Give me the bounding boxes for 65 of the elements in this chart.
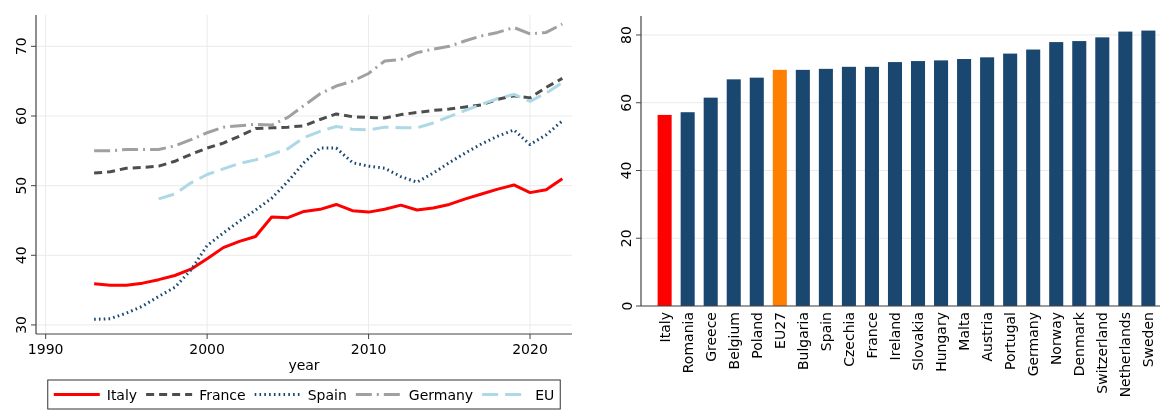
bar [841,66,856,306]
x-tick-label: Bulgaria [794,312,811,371]
bar [957,59,972,306]
y-tick-label: 0 [618,301,635,311]
bar [910,61,926,306]
line-series [92,177,564,287]
x-tick-label: Denmark [1071,311,1088,377]
y-tick-label: 70 [13,37,30,56]
bar [980,57,995,306]
bar [726,79,741,306]
bar [1003,53,1018,306]
line-series [92,76,564,175]
x-tick-label: 2000 [189,341,225,357]
bar [680,112,695,306]
x-tick-label: Romania [679,312,696,374]
x-tick-label: Austria [979,312,996,362]
bar [749,77,764,306]
x-tick-label: Poland [748,312,765,359]
x-tick-label: Slovakia [910,312,927,371]
bar [818,68,833,306]
y-tick-label: 50 [13,176,30,195]
bar [1141,30,1156,306]
bar [1049,42,1064,306]
x-tick-label: 2020 [512,341,548,357]
x-tick-label: Spain [817,312,834,352]
x-tick-label: Germany [1025,312,1042,377]
x-tick-label: Hungary [933,312,950,372]
x-tick-label: Ireland [886,312,903,361]
y-tick-label: 40 [618,161,635,180]
line-series [92,119,564,321]
x-tick-label: France [863,312,880,359]
bar [772,69,787,306]
x-tick-label: Norway [1048,312,1065,366]
bar [1095,37,1110,306]
line-series [157,81,564,201]
x-tick-label: Greece [702,312,719,362]
bar [657,114,672,306]
legend-label: EU [535,386,555,403]
bar [934,60,949,306]
y-tick-label: 80 [618,26,635,44]
y-tick-label: 60 [618,93,635,112]
y-tick-label: 30 [13,316,30,334]
x-tick-label: Netherlands [1117,312,1134,398]
x-tick-label: Czechia [840,312,857,367]
x-tick-label: Sweden [1140,312,1157,368]
y-tick-label: 20 [618,229,635,248]
bar [1072,41,1087,306]
x-tick-label: Belgium [725,312,742,370]
x-axis-title: year [288,357,320,373]
bar [703,97,718,306]
x-tick-label: Malta [956,312,973,351]
x-tick-label: EU27 [771,312,788,349]
x-tick-label: Portugal [1002,312,1019,370]
x-tick-label: 1990 [27,341,64,357]
line-series [92,22,564,153]
bar [887,62,903,306]
x-tick-label: 2010 [350,341,387,357]
bar [1026,49,1041,306]
bar [795,69,810,306]
bar [1118,31,1133,306]
y-tick-label: 40 [13,246,30,265]
y-tick-label: 60 [13,107,30,125]
x-tick-label: Italy [656,312,673,343]
bar [864,66,879,306]
x-tick-label: Switzerland [1094,312,1111,394]
